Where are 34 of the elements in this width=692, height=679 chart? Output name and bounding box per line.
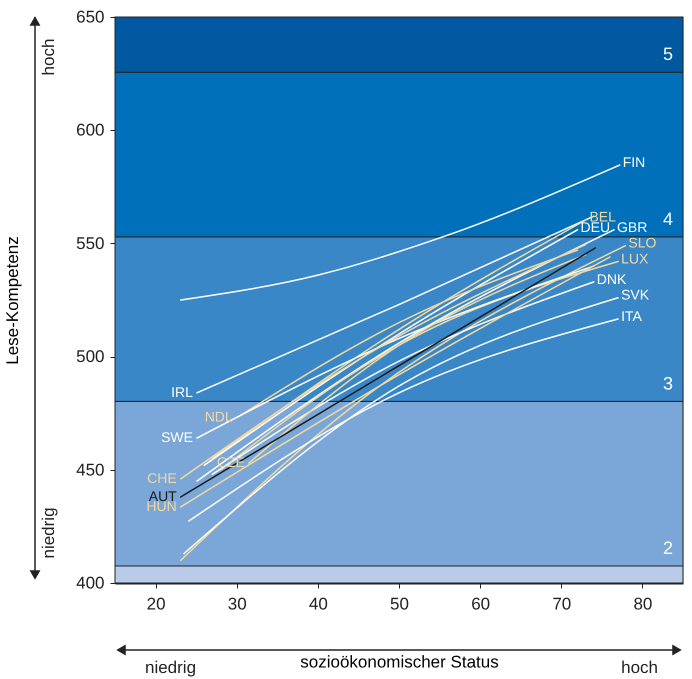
x-axis-title: sozioökonomischer Status (300, 652, 499, 672)
x-tick-label: 40 (308, 594, 328, 614)
y-tick-label: 600 (76, 120, 104, 140)
series-label: SWE (161, 429, 193, 446)
series-label: LUX (621, 250, 649, 267)
y-tick-label: 550 (76, 234, 104, 253)
series-label: DNK (596, 270, 627, 287)
series-label: SVK (621, 286, 650, 303)
x-tick-label: 50 (390, 594, 409, 614)
x-tick-label: 80 (633, 594, 652, 614)
x-tick-label: 30 (228, 594, 247, 614)
band-label: 4 (662, 208, 673, 229)
band-label: 2 (662, 538, 673, 558)
x-tick-label: 60 (471, 594, 490, 614)
series-label: ITA (621, 308, 642, 324)
series-label: NDL (204, 408, 233, 425)
text: hoch (621, 658, 658, 677)
y-tick-label: 400 (76, 574, 104, 592)
x-tick-label: 70 (552, 594, 572, 614)
series-label: IRL (171, 384, 194, 400)
text: niedrig (39, 507, 58, 559)
y-tick-label: 650 (76, 8, 104, 26)
y-tick-label: 450 (76, 460, 104, 480)
band-label: 3 (662, 373, 673, 394)
series-label: CHE (147, 470, 177, 486)
series-label: FIN (622, 154, 646, 170)
band-label: 5 (662, 44, 673, 64)
text: hoch (39, 38, 58, 76)
text: niedrig (145, 658, 196, 677)
y-tick-label: 500 (76, 347, 104, 366)
x-tick-label: 20 (146, 594, 166, 614)
series-label: GBR (617, 218, 648, 235)
series-label: SLO (628, 234, 657, 251)
y-axis-title: Lese-Kompetenz (3, 236, 22, 365)
